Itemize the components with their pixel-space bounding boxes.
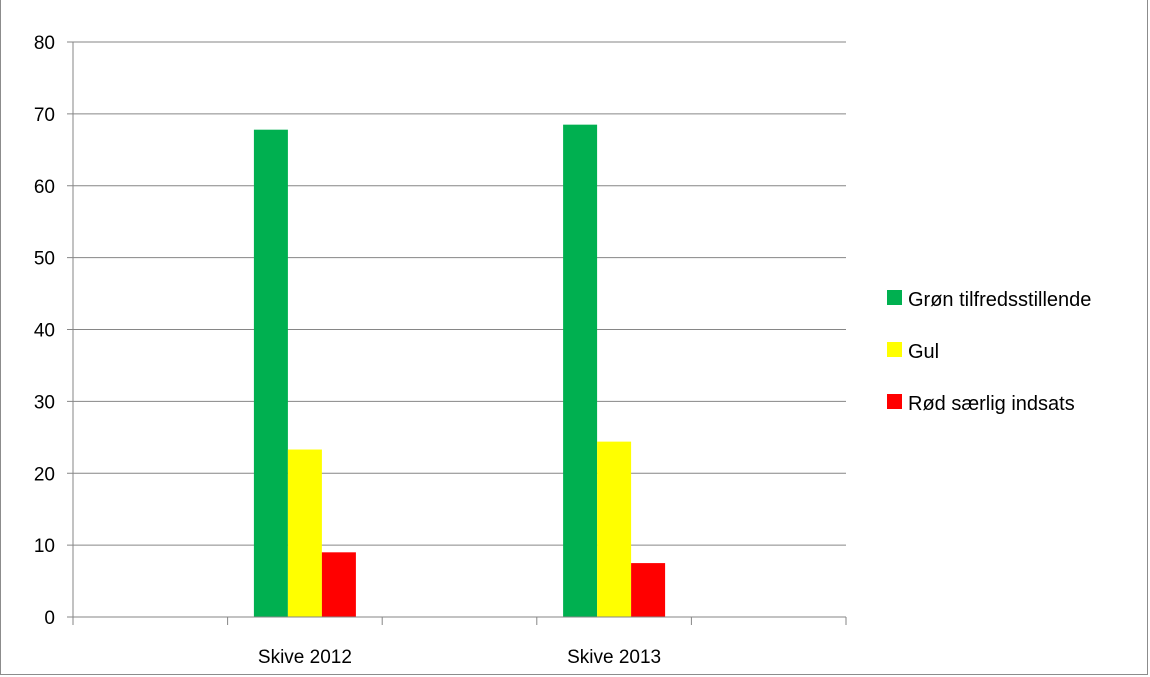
legend-swatch xyxy=(887,290,902,305)
legend-swatch xyxy=(887,394,902,409)
bar xyxy=(563,124,598,617)
bar xyxy=(321,552,356,617)
y-tick-label: 80 xyxy=(34,33,55,54)
x-tick-label: Skive 2013 xyxy=(567,647,661,668)
y-tick-label: 40 xyxy=(34,321,55,342)
y-tick-label: 0 xyxy=(44,608,55,629)
legend-label: Rød særlig indsats xyxy=(908,393,1075,415)
x-axis: Skive 2012 Skive 2013 xyxy=(72,616,847,668)
y-tick-label: 20 xyxy=(34,464,55,485)
bar xyxy=(253,129,288,617)
y-tick-label: 50 xyxy=(34,249,55,270)
legend-label: Grøn tilfredsstillende xyxy=(908,289,1091,311)
y-tick-label: 60 xyxy=(34,177,55,198)
gridlines xyxy=(73,41,846,546)
legend-swatch xyxy=(887,342,902,357)
bars xyxy=(253,124,666,617)
legend: Grøn tilfredsstillende Gul Rød særlig inds… xyxy=(887,289,1091,415)
y-tick-label: 10 xyxy=(34,536,55,557)
legend-label: Gul xyxy=(908,341,939,363)
bar xyxy=(631,563,666,617)
y-tick-label: 70 xyxy=(34,105,55,126)
bar xyxy=(597,441,632,617)
y-tick-label: 30 xyxy=(34,392,55,413)
y-axis: 0 10 20 30 40 50 60 70 80 xyxy=(34,33,74,629)
bar xyxy=(287,449,322,617)
x-tick-label: Skive 2012 xyxy=(258,647,352,668)
